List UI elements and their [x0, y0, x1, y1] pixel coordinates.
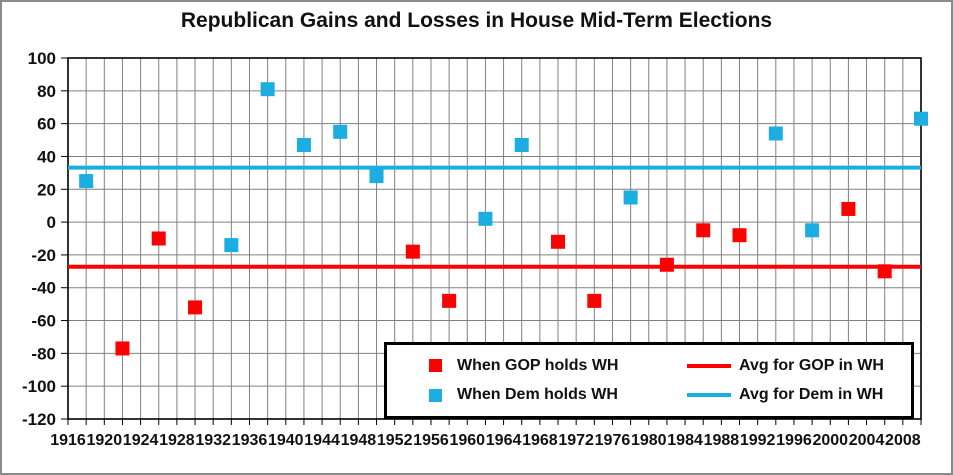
data-point-gop [188, 300, 203, 315]
x-tick-label: 1972 [558, 432, 594, 449]
data-point-gop [732, 228, 747, 243]
data-point-dem [260, 82, 275, 97]
data-point-dem [514, 137, 529, 152]
data-point-gop [442, 293, 457, 308]
y-tick-label: 0 [47, 213, 56, 232]
data-point-gop [551, 234, 566, 249]
data-point-dem [623, 190, 638, 205]
x-tick-label: 1948 [341, 432, 377, 449]
y-tick-label: 80 [37, 82, 56, 101]
data-point-dem [296, 137, 311, 152]
x-tick-label: 1936 [232, 432, 268, 449]
data-point-dem [333, 124, 348, 139]
x-tick-label: 1928 [159, 432, 195, 449]
y-tick-label: 20 [37, 180, 56, 199]
data-point-gop [841, 201, 856, 216]
data-point-gop [696, 223, 711, 238]
x-tick-label: 1944 [304, 432, 340, 449]
x-tick-label: 1992 [740, 432, 776, 449]
legend-label-dem-points: When Dem holds WH [457, 386, 618, 404]
data-point-dem [79, 174, 94, 189]
y-tick-label: 100 [28, 49, 56, 68]
chart-title: Republican Gains and Losses in House Mid… [180, 9, 773, 32]
y-tick-label: -60 [31, 312, 56, 331]
data-point-dem [478, 211, 493, 226]
data-point-gop [659, 257, 674, 272]
legend-label-dem-avg: Avg for Dem in WH [739, 386, 884, 404]
y-tick-label: -120 [22, 410, 56, 429]
x-tick-label: 1964 [486, 432, 522, 449]
x-tick-label: 1988 [704, 432, 740, 449]
data-point-gop [405, 244, 420, 259]
x-tick-label: 2000 [812, 432, 848, 449]
data-point-dem [914, 111, 928, 126]
dem-avg-line-swatch [687, 393, 731, 398]
x-tick-label: 1984 [667, 432, 703, 449]
x-tick-label: 1956 [413, 432, 449, 449]
legend-row-gop: When GOP holds WH Avg for GOP in WH [429, 357, 911, 375]
legend: When GOP holds WH Avg for GOP in WH When… [384, 342, 914, 419]
data-point-dem [369, 169, 384, 184]
gop-square-swatch [429, 359, 442, 373]
legend-label-gop-points: When GOP holds WH [457, 356, 619, 374]
plot-border [67, 57, 922, 420]
data-point-gop [115, 341, 130, 356]
x-tick-label: 1932 [195, 432, 231, 449]
x-tick-label: 2008 [885, 432, 921, 449]
x-tick-label: 1980 [631, 432, 667, 449]
y-tick-label: -40 [31, 279, 56, 298]
x-tick-label: 1920 [87, 432, 123, 449]
x-tick-label: 1976 [595, 432, 631, 449]
x-tick-label: 1968 [522, 432, 558, 449]
data-point-gop [877, 264, 892, 279]
data-point-dem [224, 238, 239, 253]
legend-row-dem: When Dem holds WH Avg for Dem in WH [429, 386, 911, 404]
gop-avg-line-swatch [687, 363, 731, 368]
y-tick-label: -80 [31, 344, 56, 363]
x-tick-label: 1960 [449, 432, 485, 449]
data-point-dem [768, 126, 783, 141]
x-tick-label: 1996 [776, 432, 812, 449]
data-point-gop [587, 293, 602, 308]
dem-square-swatch [429, 388, 442, 402]
y-tick-label: -100 [22, 377, 56, 396]
x-tick-label: 1916 [50, 432, 86, 449]
data-point-gop [151, 231, 166, 246]
legend-label-gop-avg: Avg for GOP in WH [739, 356, 884, 374]
y-tick-label: -20 [31, 246, 56, 265]
x-tick-label: 1952 [377, 432, 413, 449]
x-tick-label: 1924 [123, 432, 159, 449]
x-tick-label: 2004 [849, 432, 885, 449]
y-tick-label: 60 [37, 115, 56, 134]
x-tick-label: 1940 [268, 432, 304, 449]
data-point-dem [805, 223, 820, 238]
y-tick-label: 40 [37, 147, 56, 166]
